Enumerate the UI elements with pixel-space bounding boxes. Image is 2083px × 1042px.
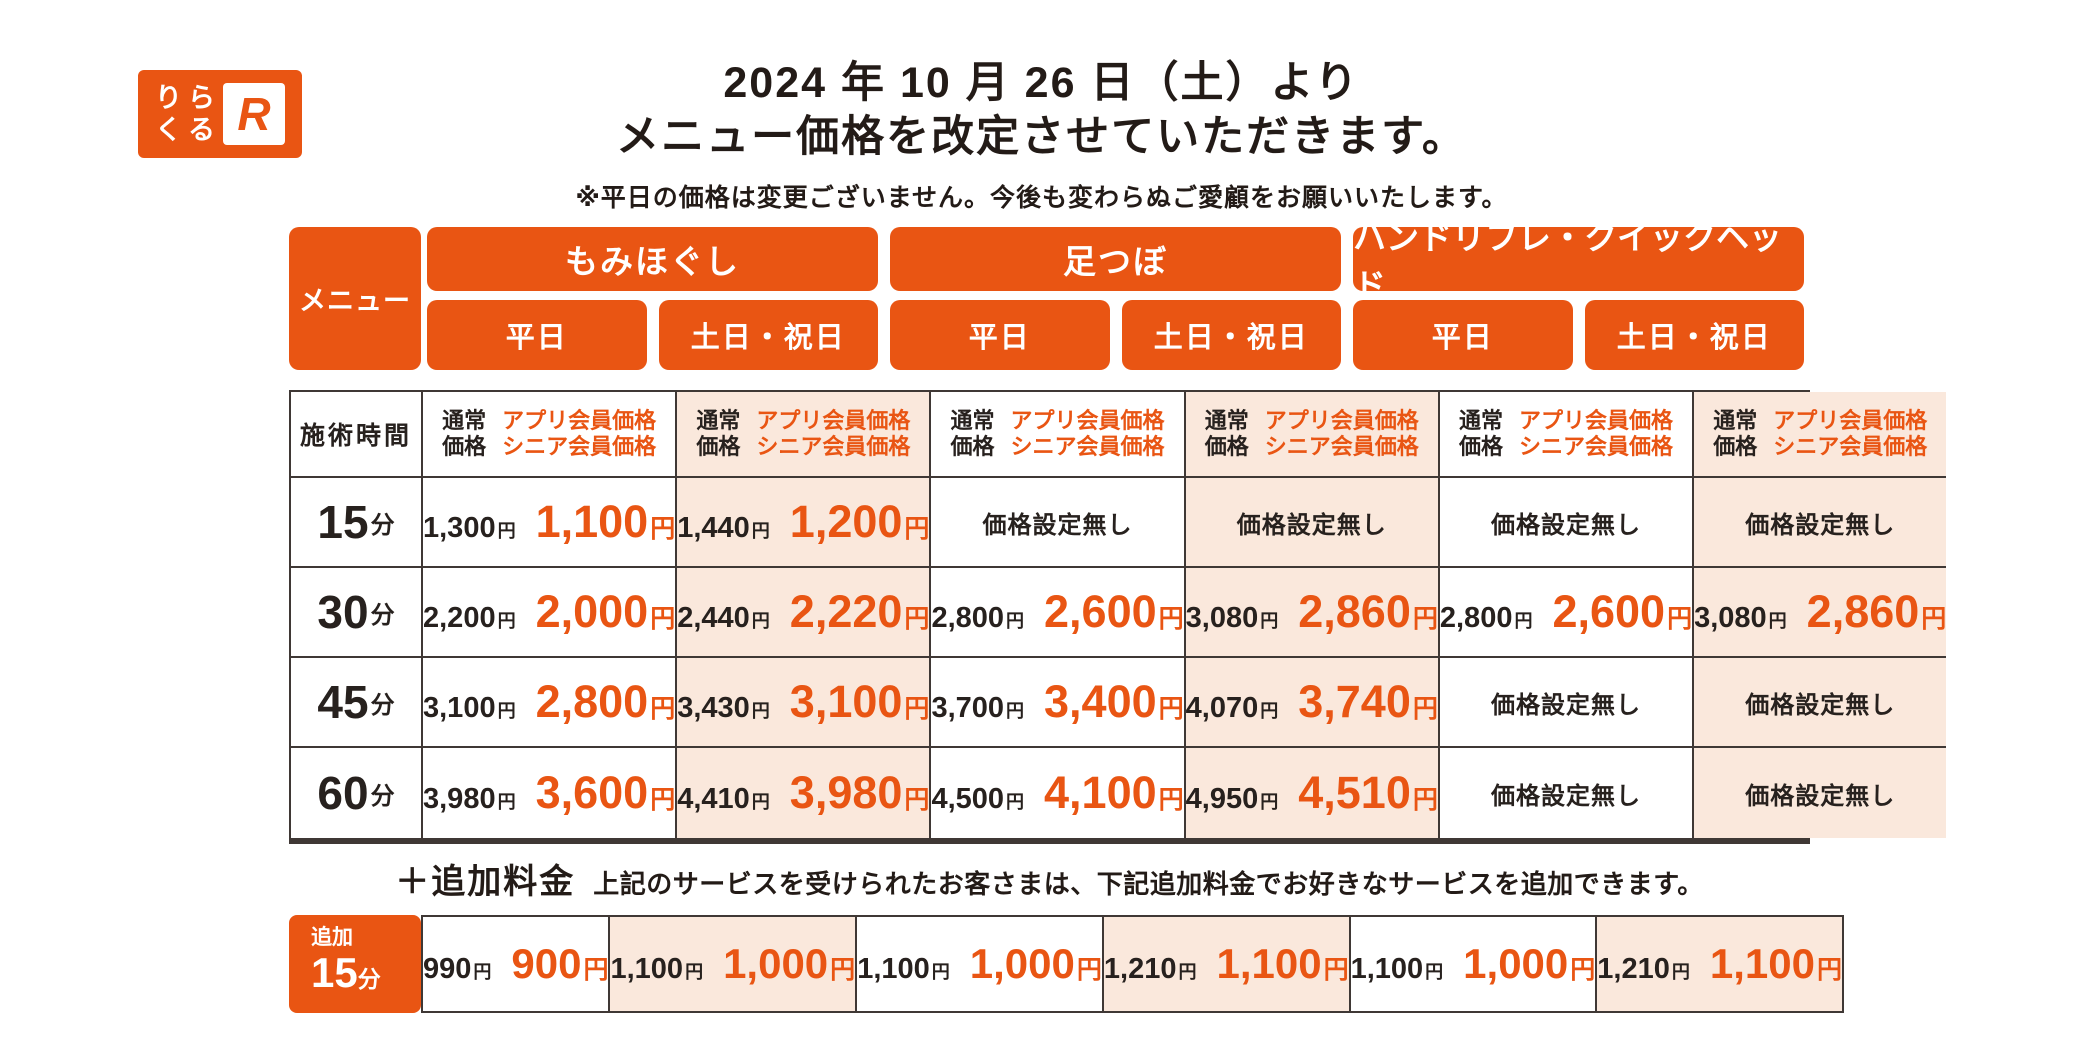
no-price-cell: 価格設定無し: [1694, 658, 1947, 748]
price-type-header: 通常 価格 アプリ会員価格 シニア会員価格: [423, 392, 678, 478]
price-cell: 4,500 円 4,100円: [931, 748, 1186, 838]
no-price-cell: 価格設定無し: [1439, 658, 1695, 748]
normal-price-label: 通常: [1458, 408, 1503, 433]
addon-fee-heading: ＋追加料金 上記のサービスを受けられたお客さまは、下記追加料金でお好きなサービスを…: [289, 854, 1810, 903]
day-header-weekend: 土日・祝日: [1121, 300, 1341, 370]
price-cell: 3,700 円 3,400円: [931, 658, 1186, 748]
day-header-weekday: 平日: [427, 300, 647, 370]
header: 2024 年 10 月 26 日（土）より メニュー価格を改定させていただきます…: [0, 56, 2083, 214]
price-cell: 3,080 円 2,860円: [1185, 568, 1440, 658]
member-price-label: アプリ会員価格: [1010, 408, 1165, 433]
logo-r-mark-icon: R: [223, 83, 285, 145]
no-price-cell: 価格設定無し: [1439, 478, 1695, 568]
price-cell: 4,950 円 4,510円: [1185, 748, 1440, 838]
rirakuru-logo: り ら く る R: [138, 70, 302, 158]
duration-cell-60min: 60 分: [291, 748, 423, 838]
price-cell: 990 円 900円: [421, 915, 611, 1013]
price-cell: 4,070 円 3,740円: [1185, 658, 1440, 748]
price-cell: 1,210 円 1,100円: [1103, 915, 1351, 1013]
normal-price-label: 通常: [1713, 408, 1758, 433]
group-header-momihogushi: もみほぐし: [427, 227, 878, 291]
day-header-weekend: 土日・祝日: [1584, 300, 1804, 370]
duration-cell-15min: 15 分: [291, 478, 423, 568]
time-column-header: 施術時間: [291, 392, 423, 478]
logo-kana-ru: る: [188, 115, 215, 145]
price-cell: 3,100 円 2,800円: [423, 658, 678, 748]
price-cell: 4,410 円 3,980円: [677, 748, 932, 838]
price-cell: 1,100 円 1,000円: [1350, 915, 1598, 1013]
price-cell: 3,080 円 2,860円: [1694, 568, 1947, 658]
price-type-header: 通常 価格 アプリ会員価格 シニア会員価格: [677, 392, 932, 478]
normal-price-label: 通常: [1204, 408, 1249, 433]
no-price-cell: 価格設定無し: [1694, 748, 1947, 838]
no-price-cell: 価格設定無し: [1185, 478, 1440, 568]
table-column-headers: メニュー もみほぐし 足つぼ ハンドリフレ・クイックヘッド 平日 土日・祝日 平…: [289, 219, 1810, 370]
price-type-header: 通常 価格 アプリ会員価格 シニア会員価格: [1439, 392, 1695, 478]
price-cell: 1,100 円 1,000円: [610, 915, 858, 1013]
price-cell: 1,440 円 1,200円: [677, 478, 932, 568]
logo-kana-ri: り: [155, 83, 182, 113]
title-main-line: メニュー価格を改定させていただきます。: [616, 113, 1467, 161]
price-table: 施術時間 通常 価格 アプリ会員価格 シニア会員価格 通常 価格 アプリ会員価格 シニア…: [289, 390, 1947, 844]
logo-kana-ku: く: [155, 115, 182, 145]
price-type-header: 通常 価格 アプリ会員価格 シニア会員価格: [1694, 392, 1947, 478]
day-header-weekend: 土日・祝日: [658, 300, 878, 370]
price-cell: 3,980 円 3,600円: [423, 748, 678, 838]
day-header-weekday: 平日: [890, 300, 1110, 370]
price-cell: 2,800 円 2,600円: [931, 568, 1186, 658]
member-price-label: アプリ会員価格: [1773, 408, 1928, 433]
group-header-ashitsubo: 足つぼ: [890, 227, 1341, 291]
note-weekday-unchanged: ※平日の価格は変更ございません。今後も変わらぬご愛顧をお願いいたします。: [575, 184, 1508, 212]
menu-header: メニュー: [289, 227, 421, 370]
addon-price-row: 追加 15分 990 円 900円 1,100 円 1,000円 1,100 円 1,000…: [289, 915, 1844, 1013]
price-cell: 2,440 円 2,220円: [677, 568, 932, 658]
title-date-line: 2024 年 10 月 26 日（土）より: [723, 59, 1360, 107]
group-header-handrefle-quickhead: ハンドリフレ・クイックヘッド: [1353, 219, 1804, 304]
price-type-header: 通常 価格 アプリ会員価格 シニア会員価格: [931, 392, 1186, 478]
price-cell: 1,100 円 1,000円: [857, 915, 1104, 1013]
normal-price-label: 通常: [442, 408, 487, 433]
logo-kana-ra: ら: [188, 83, 215, 113]
normal-price-label: 通常: [696, 408, 741, 433]
addon-fee-title: ＋追加料金: [395, 863, 576, 901]
duration-cell-30min: 30 分: [291, 568, 423, 658]
addon-fee-description: 上記のサービスを受けられたお客さまは、下記追加料金でお好きなサービスを追加できま…: [593, 869, 1704, 899]
addon-15min-badge: 追加 15分: [289, 915, 421, 1013]
logo-kana: り ら く る: [155, 83, 215, 145]
member-price-label: アプリ会員価格: [1264, 408, 1419, 433]
no-price-cell: 価格設定無し: [1440, 748, 1695, 838]
duration-cell-45min: 45 分: [291, 658, 423, 748]
member-price-label: アプリ会員価格: [1518, 408, 1673, 433]
price-cell: 2,800 円 2,600円: [1439, 568, 1695, 658]
no-price-cell: 価格設定無し: [931, 478, 1186, 568]
price-cell: 2,200 円 2,000円: [423, 568, 678, 658]
price-type-header: 通常 価格 アプリ会員価格 シニア会員価格: [1185, 392, 1440, 478]
member-price-label: アプリ会員価格: [502, 408, 657, 433]
no-price-cell: 価格設定無し: [1694, 478, 1947, 568]
price-cell: 1,300 円 1,100円: [423, 478, 678, 568]
price-cell: 3,430 円 3,100円: [677, 658, 932, 748]
day-header-weekday: 平日: [1353, 300, 1573, 370]
member-price-label: アプリ会員価格: [756, 408, 911, 433]
normal-price-label: 通常: [950, 408, 995, 433]
price-cell: 1,210 円 1,100円: [1597, 915, 1844, 1013]
